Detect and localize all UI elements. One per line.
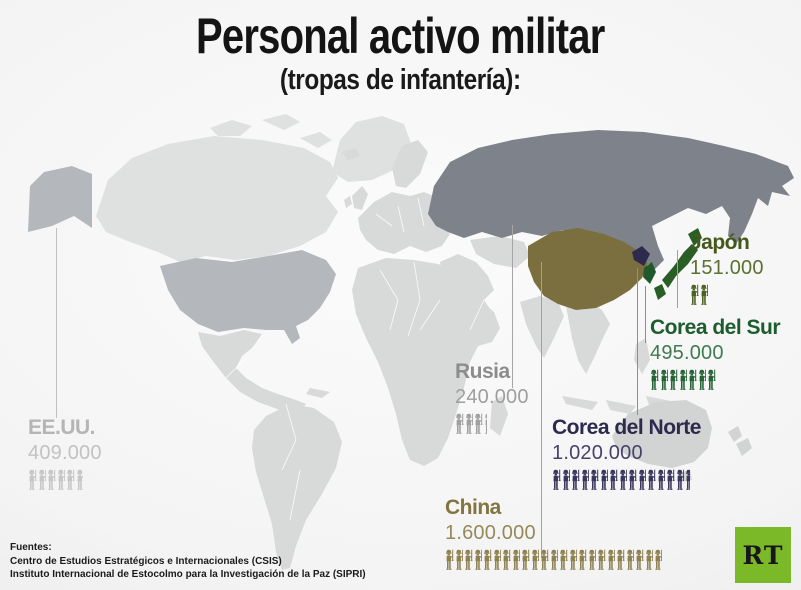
sources-block: Fuentes: Centro de Estudios Estratégicos…: [10, 541, 366, 582]
connector-usa: [56, 228, 57, 418]
country-label-china: China 1.600.000: [445, 496, 662, 571]
connector-japan: [677, 250, 678, 308]
source-line: Centro de Estudios Estratégicos e Intern…: [10, 555, 282, 567]
rt-logo-text: RT: [742, 540, 784, 570]
connector-north-korea: [637, 268, 638, 415]
country-name: EE.UU.: [28, 416, 96, 439]
country-value: 151.000: [690, 257, 764, 279]
country-value: 240.000: [455, 386, 529, 408]
country-label-russia: Rusia 240.000: [455, 360, 529, 435]
sources-label: Fuentes:: [10, 542, 52, 553]
page-subtitle: (tropas de infantería):: [280, 64, 521, 96]
connector-south-korea: [645, 286, 646, 343]
country-value: 495.000: [650, 342, 724, 364]
rt-logo: RT: [735, 527, 791, 583]
map-russia: [428, 130, 794, 270]
source-line: Instituto Internacional de Estocolmo par…: [10, 569, 366, 580]
connector-china: [541, 262, 542, 558]
country-value: 409.000: [28, 442, 102, 464]
soldier-icons-row: [552, 469, 701, 491]
country-label-north-korea: Corea del Norte 1.020.000: [552, 416, 701, 491]
map-alaska: [28, 166, 92, 232]
page-title: Personal activo militar: [196, 8, 605, 64]
country-label-japan: Japón 151.000: [690, 231, 764, 306]
country-name: Rusia: [455, 360, 510, 383]
map-south-korea: [643, 262, 656, 284]
soldier-icons-row: [455, 413, 529, 435]
map-north-korea: [632, 246, 650, 266]
country-value: 1.600.000: [445, 522, 536, 544]
soldier-icons-row: [690, 284, 764, 306]
country-name: Corea del Sur: [650, 316, 781, 339]
map-usa: [160, 250, 336, 344]
country-name: China: [445, 496, 501, 519]
country-name: Corea del Norte: [552, 416, 701, 439]
soldier-icons-row: [445, 549, 662, 571]
headline: Personal activo militar (tropas de infan…: [0, 8, 801, 96]
map-north-lands: [96, 114, 412, 262]
country-value: 1.020.000: [552, 442, 643, 464]
soldier-icons-row: [28, 469, 102, 491]
country-borders: [225, 197, 485, 521]
country-label-usa: EE.UU. 409.000: [28, 416, 102, 491]
map-japan: [654, 228, 702, 300]
map-oceania: [612, 400, 752, 482]
soldier-icons-row: [650, 369, 780, 391]
country-label-south-korea: Corea del Sur 495.000: [650, 316, 781, 391]
map-china: [528, 228, 648, 310]
connector-russia: [512, 225, 513, 388]
country-name: Japón: [690, 231, 750, 254]
